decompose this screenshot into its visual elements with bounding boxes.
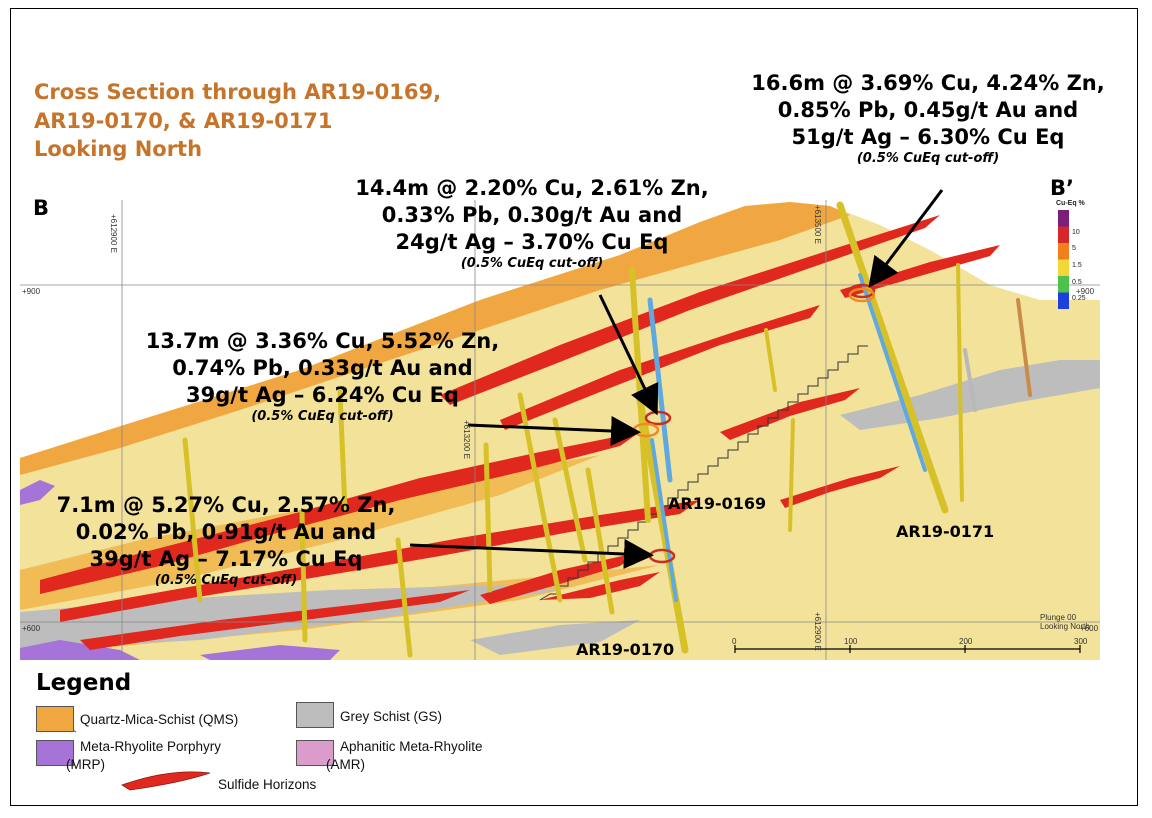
easting-label-4: +612900 E xyxy=(813,612,822,651)
easting-label-2: +613200 E xyxy=(462,420,471,459)
legend-qms-label: Quartz-Mica-Schist (QMS) xyxy=(80,712,239,727)
scale-tick-100: 100 xyxy=(844,637,858,646)
plunge-note: Plunge 00 Looking North xyxy=(1040,613,1090,631)
color-bar-title: Cu-Eq % xyxy=(1056,200,1085,207)
drillhole-label-ar19-0169: AR19-0169 xyxy=(668,494,767,513)
drillhole-ar19-0170-trace xyxy=(636,396,689,654)
legend-title: Legend xyxy=(36,670,132,696)
legend-qms-swatch xyxy=(36,706,74,732)
annotation-arrows xyxy=(409,189,944,569)
drillhole-ar19-0171-trace xyxy=(836,201,949,514)
elevation-label-right-top: +900 xyxy=(1076,287,1095,296)
color-bar-segment xyxy=(1058,276,1069,293)
drillhole-label-ar19-0171: AR19-0171 xyxy=(896,522,995,541)
color-bar-tick-0-5: 0.5 xyxy=(1072,279,1082,286)
intercept-annotation-ar19-0169-upper: 14.4m @ 2.20% Cu, 2.61% Zn, 0.33% Pb, 0.… xyxy=(355,176,709,271)
mrp-unit xyxy=(20,640,140,660)
section-title: Cross Section through AR19-0169, AR19-01… xyxy=(34,78,441,164)
title-line-3: Looking North xyxy=(34,137,203,162)
legend-amr-swatch xyxy=(296,740,334,766)
legend-gs-swatch xyxy=(296,702,334,728)
legend-amr-label: Aphanitic Meta-Rhyolite (AMR) xyxy=(326,739,483,773)
drillhole-traces xyxy=(182,201,1032,658)
elevation-label-right-bottom: +600 xyxy=(1080,624,1099,633)
easting-label-3: +613500 E xyxy=(813,205,822,244)
legend-mrp-swatch xyxy=(36,740,74,766)
color-bar-segment xyxy=(1058,210,1069,227)
sulfide-horizons xyxy=(40,215,1000,650)
scale-tick-0: 0 xyxy=(732,637,737,646)
title-line-1: Cross Section through AR19-0169, xyxy=(34,80,442,104)
drillhole-label-ar19-0170: AR19-0170 xyxy=(576,640,675,659)
color-bar-tick-5: 5 xyxy=(1072,245,1076,252)
color-bar-segment xyxy=(1058,259,1069,276)
color-bar-segment xyxy=(1058,243,1069,260)
color-bar-segment xyxy=(1058,292,1069,309)
grid-lines xyxy=(20,200,1100,660)
legend-gs-label: Grey Schist (GS) xyxy=(340,709,443,724)
color-bar-segment xyxy=(1058,226,1069,243)
scale-tick-300: 300 xyxy=(1074,637,1088,646)
intercept-annotation-ar19-0171: 16.6m @ 3.69% Cu, 4.24% Zn, 0.85% Pb, 0.… xyxy=(751,71,1105,166)
legend-mrp-label: Meta-Rhyolite Porphyry (MRP) xyxy=(66,739,222,773)
intercept-annotation-ar19-0169-lower: 13.7m @ 3.36% Cu, 5.52% Zn, 0.74% Pb, 0.… xyxy=(145,329,500,424)
color-bar-tick-10: 10 xyxy=(1072,229,1080,236)
color-bar-tick-0-25: 0.25 xyxy=(1072,295,1086,302)
qms-dark-unit xyxy=(20,202,850,475)
legend-sulfide-label: Sulfide Horizons xyxy=(218,777,317,792)
title-line-2: AR19-0170, & AR19-0171 xyxy=(34,108,333,133)
scale-bar xyxy=(734,645,1081,653)
drillhole-ar19-0169-trace xyxy=(647,297,673,483)
easting-label-1: +612900 E xyxy=(109,214,118,253)
intercept-annotation-ar19-0170: 7.1m @ 5.27% Cu, 2.57% Zn, 0.02% Pb, 0.9… xyxy=(56,493,396,588)
section-label-b: B xyxy=(33,196,50,220)
scale-tick-200: 200 xyxy=(959,637,973,646)
elevation-label-left-bottom: +600 xyxy=(22,624,41,633)
cu-eq-color-bar xyxy=(1058,210,1069,309)
legend-sulfide-swatch xyxy=(121,771,211,791)
section-label-b-prime: B’ xyxy=(1050,176,1074,200)
stepped-surface-line xyxy=(539,345,868,601)
color-bar-tick-1-5: 1.5 xyxy=(1072,262,1082,269)
elevation-label-left-top: +900 xyxy=(22,287,41,296)
